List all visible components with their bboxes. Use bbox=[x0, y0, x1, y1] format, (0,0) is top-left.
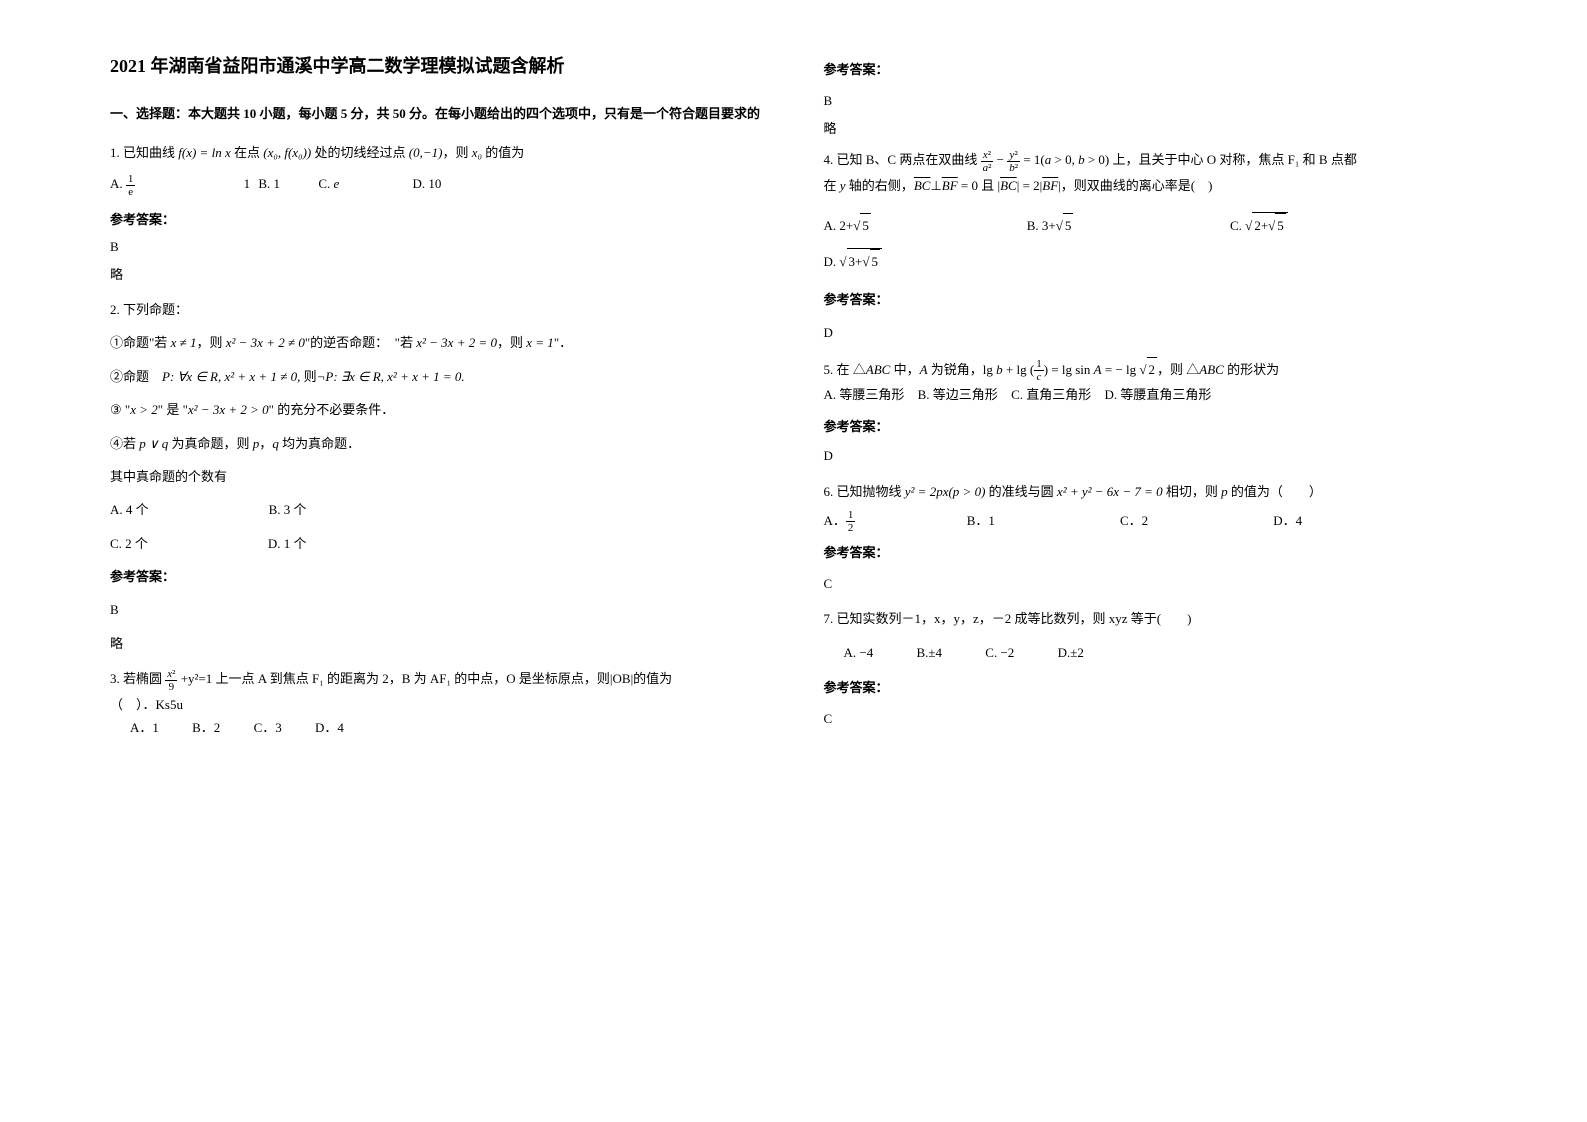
answer-label: 参考答案： bbox=[824, 676, 1478, 699]
question-4: 4. 已知 B、C 两点在双曲线 x²a² − y²b² = 1(a > 0, … bbox=[824, 148, 1478, 345]
q4-answer: D bbox=[824, 321, 1478, 344]
answer-label: 参考答案： bbox=[110, 565, 764, 588]
q1-opt-a: A. 1e bbox=[110, 176, 205, 191]
q4-options-1: A. 2+√5 B. 3+√5 C. √2+√5 bbox=[824, 212, 1478, 237]
q6-opt-b: B．1 bbox=[967, 509, 1117, 532]
q5-options: A. 等腰三角形 B. 等边三角形 C. 直角三角形 D. 等腰直角三角形 bbox=[824, 383, 1478, 406]
answer-label: 参考答案： bbox=[824, 288, 1478, 311]
q6-opt-c: C．2 bbox=[1120, 509, 1270, 532]
q7-text: 7. 已知实数列－1，x，y，z，－2 成等比数列，则 xyz 等于( ) bbox=[824, 607, 1478, 630]
q2-opt-a: A. 4 个 bbox=[110, 498, 149, 521]
question-1: 1. 已知曲线 f(x) = ln x 在点 (x₀, f(x₀)) 处的切线经… bbox=[110, 141, 764, 286]
q4-opt-d: D. √3+√5 bbox=[824, 254, 883, 269]
q2-opt-d: D. 1 个 bbox=[268, 532, 307, 555]
q3-text: 3. 若椭圆 x²9 +y²=1 上一点 A 到焦点 F₁ 的距离为 2，B 为… bbox=[110, 667, 764, 693]
q6-options: A．12 B．1 C．2 D．4 bbox=[824, 509, 1478, 535]
q3-omit: 略 bbox=[824, 117, 1478, 140]
q2-line2: ②命题 P: ∀x ∈ R, x² + x + 1 ≠ 0, 则¬P: ∃x ∈… bbox=[110, 365, 764, 388]
q3-opt-b: B．2 bbox=[192, 720, 220, 735]
q7-answer: C bbox=[824, 707, 1478, 730]
q1-opt-c: C. e bbox=[318, 176, 374, 191]
q5-opt-c: C. 直角三角形 bbox=[1011, 387, 1091, 402]
q6-text: 6. 已知抛物线 y² = 2px(p > 0) 的准线与圆 x² + y² −… bbox=[824, 480, 1478, 503]
q5-answer: D bbox=[824, 444, 1478, 467]
q1-options: A. 1e 1 B. 1 C. e D. 10 bbox=[110, 172, 764, 198]
q2-line3: ③ "x > 2" 是 "x² − 3x + 2 > 0" 的充分不必要条件． bbox=[110, 398, 764, 421]
q7-options: A. −4 B.±4 C. −2 D.±2 bbox=[824, 641, 1478, 664]
question-5: 5. 在 △ABC 中，A 为锐角，lg b + lg (1c) = lg si… bbox=[824, 357, 1478, 468]
q3-opt-c: C．3 bbox=[254, 720, 282, 735]
q1-answer: B bbox=[110, 235, 764, 258]
q3-answer: B bbox=[824, 89, 1478, 112]
q7-opt-d: D.±2 bbox=[1058, 645, 1084, 660]
q2-answer: B bbox=[110, 598, 764, 621]
question-3: 3. 若椭圆 x²9 +y²=1 上一点 A 到焦点 F₁ 的距离为 2，B 为… bbox=[110, 667, 764, 739]
q4-opt-a: A. 2+√5 bbox=[824, 213, 1024, 237]
q4-opt-c: C. √2+√5 bbox=[1230, 218, 1288, 233]
q4-line2: 在 y 轴的右侧，BC⊥BF = 0 且 |BC| = 2|BF|，则双曲线的离… bbox=[824, 174, 1478, 197]
q2-opt-b: B. 3 个 bbox=[269, 498, 307, 521]
q2-text: 2. 下列命题： bbox=[110, 298, 764, 321]
q2-line5: 其中真命题的个数有 bbox=[110, 465, 764, 488]
question-7: 7. 已知实数列－1，x，y，z，－2 成等比数列，则 xyz 等于( ) A.… bbox=[824, 607, 1478, 731]
q1-opt-d: D. 10 bbox=[413, 176, 442, 191]
section-1-title: 一、选择题：本大题共 10 小题，每小题 5 分，共 50 分。在每小题给出的四… bbox=[110, 102, 764, 125]
q5-opt-a: A. 等腰三角形 bbox=[824, 387, 905, 402]
q2-line1: ①命题"若 x ≠ 1，则 x² − 3x + 2 ≠ 0"的逆否命题： "若 … bbox=[110, 331, 764, 354]
page-title: 2021 年湖南省益阳市通溪中学高二数学理模拟试题含解析 bbox=[110, 50, 764, 82]
q1-text: 1. 已知曲线 f(x) = ln x 在点 (x₀, f(x₀)) 处的切线经… bbox=[110, 141, 764, 164]
q4-options-2: D. √3+√5 bbox=[824, 248, 1478, 273]
q3-opt-d: D．4 bbox=[315, 720, 344, 735]
q6-answer: C bbox=[824, 572, 1478, 595]
q5-opt-b: B. 等边三角形 bbox=[918, 387, 998, 402]
q2-options: A. 4 个 B. 3 个 C. 2 个 D. 1 个 bbox=[110, 498, 764, 555]
q6-opt-a: A．12 bbox=[824, 509, 964, 535]
q3-opt-a: A．1 bbox=[130, 720, 159, 735]
q1-omit: 略 bbox=[110, 263, 764, 286]
q5-text: 5. 在 △ABC 中，A 为锐角，lg b + lg (1c) = lg si… bbox=[824, 357, 1478, 384]
q2-line4: ④若 p ∨ q 为真命题，则 p，q 均为真命题． bbox=[110, 432, 764, 455]
q6-opt-d: D．4 bbox=[1273, 513, 1302, 528]
q4-text: 4. 已知 B、C 两点在双曲线 x²a² − y²b² = 1(a > 0, … bbox=[824, 148, 1478, 174]
question-6: 6. 已知抛物线 y² = 2px(p > 0) 的准线与圆 x² + y² −… bbox=[824, 480, 1478, 596]
right-column: 参考答案： B 略 4. 已知 B、C 两点在双曲线 x²a² − y²b² =… bbox=[824, 50, 1478, 1072]
answer-label: 参考答案： bbox=[824, 415, 1478, 438]
q3-note: （ ）．Ks5u bbox=[110, 693, 764, 716]
answer-label: 参考答案： bbox=[110, 208, 764, 231]
answer-label: 参考答案： bbox=[824, 58, 1478, 81]
left-column: 2021 年湖南省益阳市通溪中学高二数学理模拟试题含解析 一、选择题：本大题共 … bbox=[110, 50, 764, 1072]
q7-opt-c: C. −2 bbox=[985, 645, 1014, 660]
answer-label: 参考答案： bbox=[824, 541, 1478, 564]
q7-opt-b: B.±4 bbox=[916, 645, 942, 660]
q1-opt-b: 1 bbox=[244, 176, 251, 191]
q4-opt-b: B. 3+√5 bbox=[1027, 213, 1227, 237]
q2-omit: 略 bbox=[110, 632, 764, 655]
q7-opt-a: A. −4 bbox=[844, 645, 874, 660]
q2-opt-c: C. 2 个 bbox=[110, 532, 148, 555]
q5-opt-d: D. 等腰直角三角形 bbox=[1104, 387, 1211, 402]
q3-options: A．1 B．2 C．3 D．4 bbox=[110, 716, 764, 739]
question-2: 2. 下列命题： ①命题"若 x ≠ 1，则 x² − 3x + 2 ≠ 0"的… bbox=[110, 298, 764, 655]
